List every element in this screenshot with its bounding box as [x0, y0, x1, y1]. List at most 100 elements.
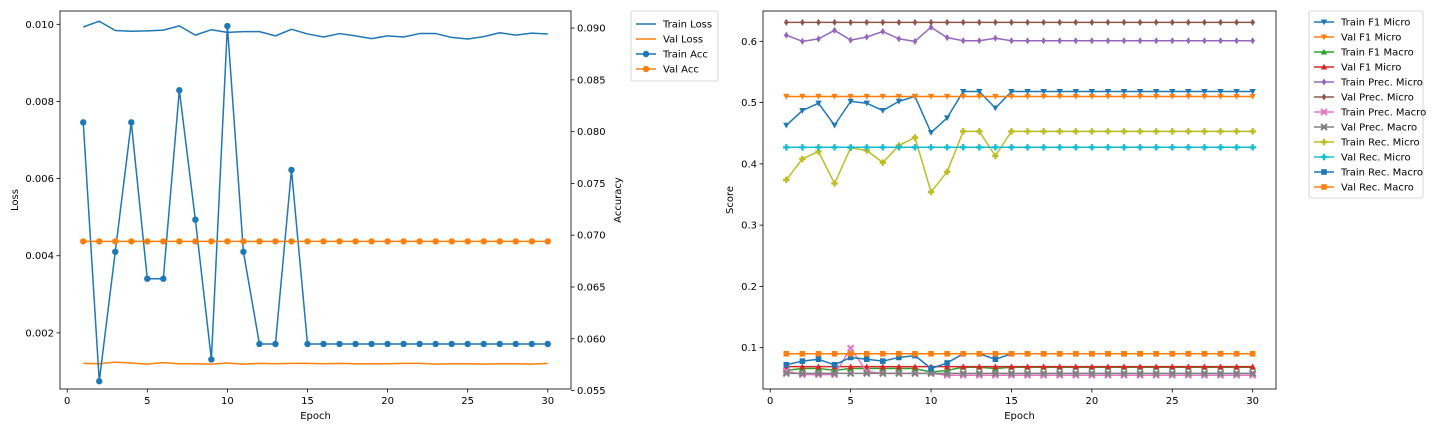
val-prec-macro-point — [1023, 369, 1032, 378]
val-rec-macro-point — [1137, 350, 1143, 357]
train-f1-micro-point — [1088, 89, 1096, 95]
train-f1-micro-point — [960, 89, 967, 95]
val-prec-micro-point — [1185, 18, 1191, 26]
val-rec-macro-point — [1249, 350, 1256, 357]
legend-label: Val Rec. Micro — [1341, 153, 1411, 164]
val-f1-micro-point — [1088, 363, 1096, 370]
score-y-axis-label: Score — [725, 186, 736, 214]
legend-label: Val Loss — [663, 35, 703, 46]
train-acc-point — [160, 275, 167, 282]
series-train-prec-micro — [783, 23, 1256, 45]
val-rec-macro-point — [992, 350, 999, 357]
train-f1-micro-point — [1104, 89, 1112, 95]
val-prec-micro-point — [1073, 18, 1079, 26]
legend-marker-swatch — [1320, 108, 1328, 116]
val-f1-micro-point — [1169, 93, 1176, 100]
legend-item-train-rec-micro: Train Rec. Micro — [1314, 138, 1420, 149]
train-prec-micro-point — [1185, 37, 1191, 45]
val-acc-point — [448, 238, 455, 245]
val-prec-macro-point — [1232, 369, 1241, 378]
train-prec-micro-point — [896, 35, 902, 43]
val-prec-micro-point — [1202, 18, 1207, 26]
train-f1-micro-point — [783, 122, 790, 129]
train-acc-point — [352, 340, 359, 348]
legend-item-val-prec-macro: Val Prec. Macro — [1314, 123, 1417, 134]
train-f1-micro-point — [863, 100, 870, 107]
loss-x-axis-label: Epoch — [300, 411, 331, 422]
val-f1-micro-point — [911, 93, 919, 100]
train-f1-micro-point — [895, 98, 903, 105]
legend-item-val-rec-macro: Val Rec. Macro — [1314, 183, 1414, 194]
score-legend: Train F1 Micro Val F1 Micro Train F1 Macro… — [1308, 10, 1426, 199]
val-acc-point — [208, 238, 215, 245]
val-rec-macro-point — [1024, 350, 1031, 357]
y-tick-label: 0.010 — [25, 20, 54, 31]
train-f1-micro-point — [927, 130, 935, 136]
legend-item-val-f1-micro: Val F1 Micro — [1314, 63, 1401, 74]
val-prec-macro-point — [782, 369, 791, 378]
legend-marker-swatch — [642, 50, 650, 58]
val-prec-micro-point — [816, 18, 821, 26]
right-y-tick-label: 0.065 — [577, 282, 606, 293]
train-rec-macro-point — [847, 354, 854, 361]
train-f1-micro-point — [1152, 89, 1160, 95]
train-prec-micro-point — [1105, 37, 1111, 45]
val-prec-micro-point — [1137, 18, 1143, 26]
val-rec-macro-point — [1089, 350, 1095, 357]
accuracy-y-axis-label: Accuracy — [613, 177, 624, 223]
train-f1-micro-point — [831, 122, 838, 129]
val-acc-point — [112, 238, 119, 245]
val-acc-point — [352, 238, 359, 245]
val-f1-micro-point — [879, 93, 887, 100]
x-tick-label: 30 — [1246, 396, 1259, 407]
train-rec-macro-point — [831, 362, 838, 368]
train-prec-micro-point — [1121, 37, 1127, 45]
legend-label: Train Acc — [662, 50, 708, 61]
val-f1-micro-point — [1217, 363, 1224, 370]
legend-label: Val Rec. Macro — [1341, 183, 1414, 194]
right-y-tick-label: 0.070 — [577, 231, 606, 242]
val-rec-macro-point — [799, 350, 806, 357]
train-loss-line — [82, 20, 548, 40]
val-f1-micro-point — [911, 363, 919, 370]
val-rec-macro-point — [1008, 350, 1015, 357]
train-prec-micro-point — [1025, 37, 1030, 45]
train-acc-point — [192, 216, 199, 223]
legend-item-val-rec-micro: Val Rec. Micro — [1314, 153, 1411, 164]
legend-item-train-loss: Train Loss — [636, 20, 712, 31]
val-rec-macro-point — [1105, 350, 1111, 357]
x-tick-label: 20 — [381, 396, 394, 407]
val-rec-micro-point — [847, 144, 854, 151]
x-tick-label: 25 — [461, 396, 474, 407]
val-prec-micro-point — [1025, 18, 1030, 26]
train-acc-point — [496, 340, 503, 348]
val-rec-macro-point — [1072, 350, 1079, 357]
val-rec-micro-point — [1169, 144, 1176, 151]
val-prec-macro-point — [895, 369, 903, 378]
val-f1-micro-point — [1233, 93, 1240, 100]
val-f1-micro-point — [1201, 93, 1208, 100]
val-rec-micro-point — [976, 144, 983, 151]
train-f1-micro-point — [1169, 89, 1176, 95]
x-tick-label: 0 — [767, 396, 773, 407]
val-prec-macro-point — [1039, 369, 1048, 378]
train-prec-micro-point — [1009, 37, 1014, 45]
legend-item-val-f1-micro: Val F1 Micro — [1314, 33, 1401, 44]
legend-marker-swatch — [1320, 138, 1328, 146]
legend-marker-swatch — [1320, 153, 1328, 161]
val-prec-micro-point — [1089, 18, 1095, 26]
train-acc-point — [336, 340, 343, 348]
score-plot-area — [782, 18, 1257, 379]
val-prec-micro-point — [1105, 18, 1111, 26]
y-tick-label: 0.008 — [25, 97, 54, 108]
train-acc-point — [432, 340, 439, 348]
train-prec-micro-point — [1153, 37, 1159, 45]
series-val-acc — [80, 238, 551, 245]
train-acc-point — [144, 275, 151, 282]
x-tick-label: 10 — [221, 396, 234, 407]
train-rec-micro-point — [960, 128, 967, 135]
val-rec-macro-point — [880, 350, 886, 357]
train-rec-micro-point — [1104, 128, 1112, 135]
val-rec-micro-point — [879, 144, 887, 151]
val-acc-point — [528, 238, 535, 245]
